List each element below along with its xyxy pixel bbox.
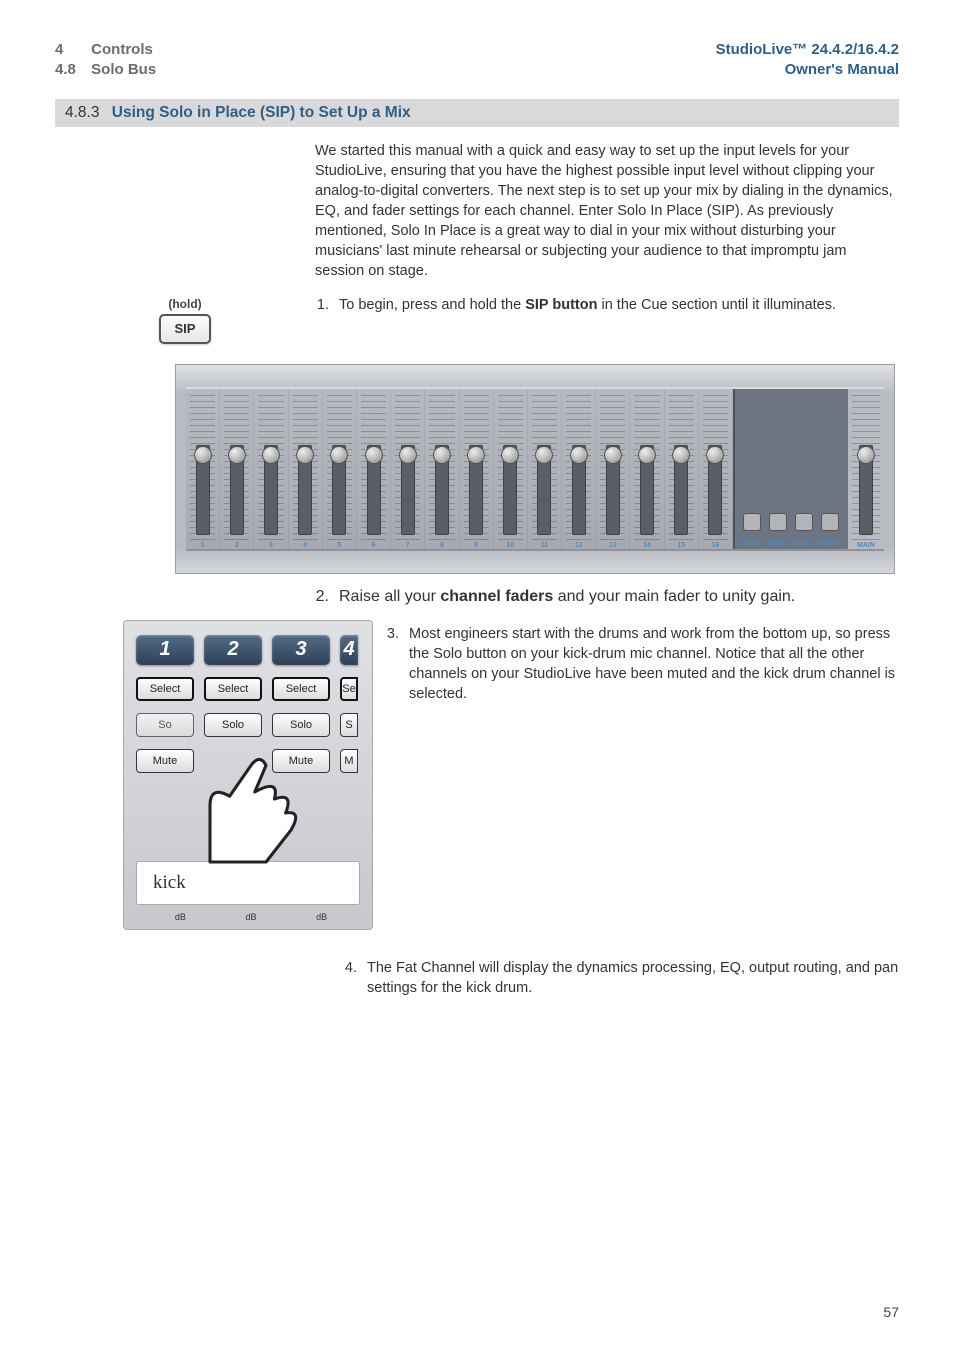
step-3-number: 3. (385, 624, 409, 930)
step-1-text: 1. To begin, press and hold the SIP butt… (315, 295, 899, 344)
step-3-text: 3. Most engineers start with the drums a… (385, 620, 899, 930)
mixer-channel: 3 (254, 389, 288, 549)
mixer-channel: 6 (357, 389, 391, 549)
step-2-number: 2. (315, 588, 339, 606)
mixer-channel: 14 (630, 389, 664, 549)
mixer-channel: 8 (425, 389, 459, 549)
sip-button-graphic: SIP (159, 314, 211, 344)
mixer-channel: 9 (460, 389, 494, 549)
mixer-channel: 1 (186, 389, 220, 549)
mixer-channel: 7 (391, 389, 425, 549)
section-number: 4.8 (55, 60, 87, 80)
subsection-number: 4.8.3 (65, 104, 99, 121)
hand-pointer-icon (182, 729, 322, 869)
product-name: StudioLive™ 24.4.2/16.4.2 (716, 40, 899, 60)
channel-number-4-partial: 4 (340, 635, 358, 665)
step-4-number: 4. (343, 958, 367, 998)
hold-label: (hold) (159, 297, 211, 311)
step-1-number: 1. (315, 295, 339, 344)
solo-button-4-partial: S (340, 713, 358, 737)
step-1-row: (hold) SIP 1. To begin, press and hold t… (55, 295, 899, 344)
mixer-sub-block: SUB1SUB2SUB3SUB4 (733, 389, 848, 549)
step-3-body: Most engineers start with the drums and … (409, 624, 899, 930)
mixer-channel: 13 (596, 389, 630, 549)
mixer-channel: 15 (665, 389, 699, 549)
db-dot-2: dB (239, 907, 256, 925)
step-2-pre: Raise all your (339, 588, 440, 605)
channel-number-1: 1 (136, 635, 194, 665)
db-dots-row: dB dB dB (124, 907, 372, 925)
channel-number-2: 2 (204, 635, 262, 665)
step-2-text: 2. Raise all your channel faders and you… (315, 588, 899, 606)
step-1-post: in the Cue section until it illuminates. (597, 297, 836, 313)
page-number: 57 (883, 1304, 899, 1320)
mixer-main-block: MAIN (848, 389, 884, 549)
page: 4 Controls 4.8 Solo Bus StudioLive™ 24.4… (0, 0, 954, 1028)
select-button-3: Select (272, 677, 330, 701)
mixer-channel: 16 (699, 389, 733, 549)
mixer-channel: 12 (562, 389, 596, 549)
select-button-4-partial: Se (340, 677, 358, 701)
chapter-number: 4 (55, 40, 87, 60)
mute-button-4-partial: M (340, 749, 358, 773)
section-title-label: Solo Bus (91, 61, 156, 78)
step-2-bold: channel faders (440, 588, 553, 605)
mixer-channel: 4 (289, 389, 323, 549)
channel-number-3: 3 (272, 635, 330, 665)
section-heading-bar: 4.8.3 Using Solo in Place (SIP) to Set U… (55, 99, 899, 127)
channel-detail-illustration: 1 2 3 4 Select Select Select Se So Solo … (123, 620, 373, 930)
select-button-1: Select (136, 677, 194, 701)
step-1-bold: SIP button (525, 297, 597, 313)
page-header: 4 Controls 4.8 Solo Bus StudioLive™ 24.4… (55, 40, 899, 81)
step-4-text: 4. The Fat Channel will display the dyna… (343, 958, 899, 998)
subsection-title: Using Solo in Place (SIP) to Set Up a Mi… (112, 104, 411, 121)
db-dot-3: dB (310, 907, 327, 925)
chapter-title: Controls (91, 41, 153, 58)
mixer-channel: 10 (494, 389, 528, 549)
header-right: StudioLive™ 24.4.2/16.4.2 Owner's Manual (716, 40, 899, 81)
db-dot-1: dB (169, 907, 186, 925)
sip-button-illustration: (hold) SIP (55, 295, 315, 344)
mixer-channel: 2 (220, 389, 254, 549)
step-3-row: 1 2 3 4 Select Select Select Se So Solo … (55, 620, 899, 930)
step-4-body: The Fat Channel will display the dynamic… (367, 958, 899, 998)
select-button-2: Select (204, 677, 262, 701)
mixer-channel: 5 (323, 389, 357, 549)
doc-type: Owner's Manual (716, 60, 899, 80)
mixer-screenshot: 12345678910111213141516SUB1SUB2SUB3SUB4M… (175, 364, 895, 574)
intro-paragraph: We started this manual with a quick and … (315, 141, 899, 281)
step-2-post: and your main fader to unity gain. (553, 588, 795, 605)
step-1-pre: To begin, press and hold the (339, 297, 525, 313)
mixer-channel: 11 (528, 389, 562, 549)
header-left: 4 Controls 4.8 Solo Bus (55, 40, 156, 81)
channel-detail-col: 1 2 3 4 Select Select Select Se So Solo … (55, 620, 385, 930)
